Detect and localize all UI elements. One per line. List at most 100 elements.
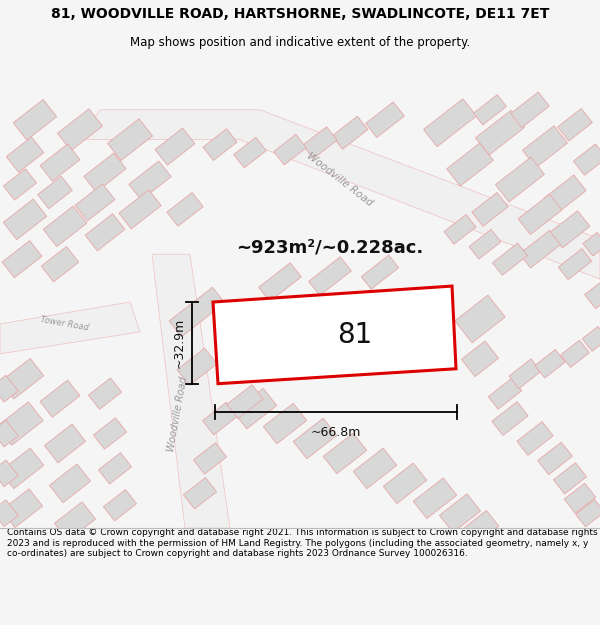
Polygon shape xyxy=(193,442,227,474)
Polygon shape xyxy=(49,464,91,503)
Polygon shape xyxy=(6,137,44,172)
Polygon shape xyxy=(41,246,79,282)
Polygon shape xyxy=(155,128,195,165)
Polygon shape xyxy=(564,483,596,513)
Polygon shape xyxy=(353,448,397,489)
Polygon shape xyxy=(85,214,125,251)
Polygon shape xyxy=(475,110,524,155)
Polygon shape xyxy=(553,462,587,494)
Text: Contains OS data © Crown copyright and database right 2021. This information is : Contains OS data © Crown copyright and d… xyxy=(7,528,598,558)
Polygon shape xyxy=(293,418,337,459)
Polygon shape xyxy=(361,255,399,289)
Polygon shape xyxy=(488,378,522,409)
Polygon shape xyxy=(84,153,126,192)
Polygon shape xyxy=(0,448,44,489)
Polygon shape xyxy=(94,418,127,449)
Polygon shape xyxy=(152,254,230,528)
Polygon shape xyxy=(469,229,501,259)
Polygon shape xyxy=(365,102,404,138)
Polygon shape xyxy=(323,433,367,474)
Polygon shape xyxy=(233,388,277,429)
Text: 81: 81 xyxy=(337,321,373,349)
Text: 81, WOODVILLE ROAD, HARTSHORNE, SWADLINCOTE, DE11 7ET: 81, WOODVILLE ROAD, HARTSHORNE, SWADLINC… xyxy=(51,7,549,21)
Polygon shape xyxy=(1,489,43,528)
Polygon shape xyxy=(0,420,18,447)
Polygon shape xyxy=(43,206,87,247)
Polygon shape xyxy=(3,199,47,239)
Polygon shape xyxy=(2,241,42,278)
Polygon shape xyxy=(0,402,43,445)
Polygon shape xyxy=(558,249,592,279)
Polygon shape xyxy=(517,422,553,456)
Polygon shape xyxy=(0,460,18,487)
Polygon shape xyxy=(518,194,562,234)
Polygon shape xyxy=(213,286,456,384)
Polygon shape xyxy=(455,295,505,343)
Polygon shape xyxy=(557,109,592,141)
Polygon shape xyxy=(203,129,237,161)
Polygon shape xyxy=(44,424,86,463)
Polygon shape xyxy=(424,99,476,147)
Text: ~923m²/~0.228ac.: ~923m²/~0.228ac. xyxy=(236,238,424,256)
Polygon shape xyxy=(444,214,476,244)
Polygon shape xyxy=(383,463,427,504)
Polygon shape xyxy=(0,375,18,402)
Polygon shape xyxy=(461,341,499,377)
Polygon shape xyxy=(13,99,57,140)
Polygon shape xyxy=(493,243,527,275)
Polygon shape xyxy=(234,138,266,168)
Polygon shape xyxy=(584,279,600,309)
Polygon shape xyxy=(575,499,600,527)
Polygon shape xyxy=(461,511,499,546)
Polygon shape xyxy=(439,494,481,532)
Polygon shape xyxy=(509,359,541,389)
Polygon shape xyxy=(583,232,600,256)
Polygon shape xyxy=(303,127,337,159)
Polygon shape xyxy=(169,288,225,337)
Polygon shape xyxy=(129,161,171,200)
Polygon shape xyxy=(560,340,589,367)
Polygon shape xyxy=(55,502,95,541)
Polygon shape xyxy=(40,144,80,181)
Polygon shape xyxy=(511,92,550,128)
Polygon shape xyxy=(58,109,103,151)
Polygon shape xyxy=(413,478,457,519)
Polygon shape xyxy=(332,116,368,149)
Polygon shape xyxy=(40,380,80,418)
Polygon shape xyxy=(574,144,600,175)
Polygon shape xyxy=(259,262,301,301)
Polygon shape xyxy=(446,143,493,186)
Polygon shape xyxy=(473,95,506,125)
Polygon shape xyxy=(492,402,528,436)
Polygon shape xyxy=(4,169,37,200)
Polygon shape xyxy=(274,134,306,165)
Polygon shape xyxy=(550,211,590,248)
Polygon shape xyxy=(88,378,122,409)
Polygon shape xyxy=(496,157,545,202)
Polygon shape xyxy=(167,192,203,226)
Polygon shape xyxy=(80,110,600,279)
Polygon shape xyxy=(535,349,565,378)
Polygon shape xyxy=(0,302,140,354)
Polygon shape xyxy=(538,442,572,474)
Text: Woodville Road: Woodville Road xyxy=(305,151,375,208)
Polygon shape xyxy=(177,348,217,386)
Polygon shape xyxy=(544,175,586,214)
Polygon shape xyxy=(184,478,217,509)
Polygon shape xyxy=(308,257,352,296)
Text: Tower Road: Tower Road xyxy=(40,315,90,332)
Polygon shape xyxy=(472,192,508,226)
Text: Map shows position and indicative extent of the property.: Map shows position and indicative extent… xyxy=(130,36,470,49)
Polygon shape xyxy=(98,452,131,484)
Polygon shape xyxy=(523,126,568,168)
Text: Woodville Road: Woodville Road xyxy=(166,375,190,452)
Polygon shape xyxy=(38,176,73,209)
Polygon shape xyxy=(263,403,307,444)
Polygon shape xyxy=(582,326,600,351)
Polygon shape xyxy=(520,231,560,268)
Polygon shape xyxy=(107,119,152,161)
Polygon shape xyxy=(75,184,115,221)
Polygon shape xyxy=(0,358,44,399)
Text: ~32.9m: ~32.9m xyxy=(173,318,186,368)
Polygon shape xyxy=(203,402,238,435)
